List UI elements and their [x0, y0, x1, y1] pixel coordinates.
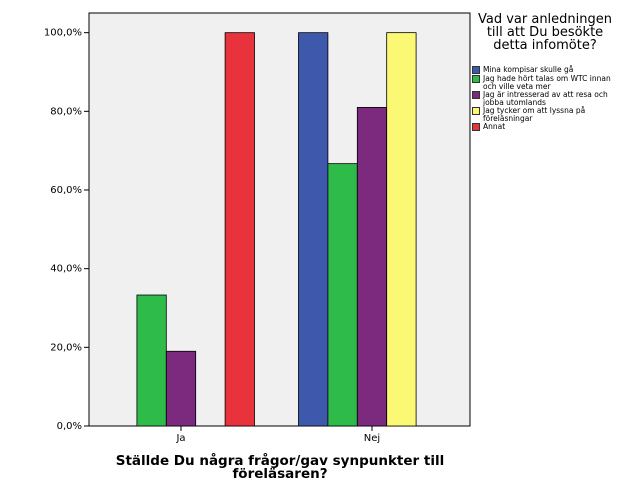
y-tick-label: 80,0% — [50, 106, 82, 117]
legend-label: Jag hade hört talas om WTC innan och vil… — [483, 74, 611, 91]
legend-item: Jag är intresserad av att resa och jobba… — [472, 91, 622, 106]
legend-label: Jag tycker om att lyssna på föreläsninga… — [483, 106, 586, 123]
legend-label: Mina kompisar skulle gå — [483, 65, 574, 74]
y-tick-label: 100,0% — [44, 28, 82, 39]
legend-swatch — [472, 75, 480, 83]
bar — [136, 294, 167, 427]
y-tick-label: 60,0% — [50, 185, 82, 196]
x-tick-label: Ja — [175, 433, 185, 444]
legend-item: Jag tycker om att lyssna på föreläsninga… — [472, 107, 622, 122]
bar — [224, 32, 255, 427]
legend-swatch — [472, 91, 480, 99]
x-tick-label: Nej — [364, 433, 380, 444]
bar — [356, 107, 388, 427]
y-tick-label: 40,0% — [50, 264, 82, 275]
bar — [165, 350, 197, 427]
legend-swatch — [472, 66, 480, 74]
legend-swatch — [472, 123, 480, 131]
bar — [298, 32, 329, 427]
legend-label: Jag är intresserad av att resa och jobba… — [483, 90, 608, 107]
legend-item: Annat — [472, 123, 622, 131]
legend: Mina kompisar skulle gå Jag hade hört tal… — [472, 66, 622, 132]
y-tick-label: 0,0% — [57, 421, 82, 432]
legend-item: Jag hade hört talas om WTC innan och vil… — [472, 75, 622, 90]
legend-swatch — [472, 107, 480, 115]
legend-title: Vad var anledningen till att Du besökte … — [477, 12, 613, 53]
bar — [386, 32, 417, 427]
bar — [327, 163, 358, 427]
x-axis-title: Ställde Du några frågor/gav synpunkter t… — [115, 453, 445, 482]
y-tick-label: 20,0% — [50, 342, 82, 353]
legend-label: Annat — [483, 122, 506, 131]
legend-item: Mina kompisar skulle gå — [472, 66, 622, 74]
